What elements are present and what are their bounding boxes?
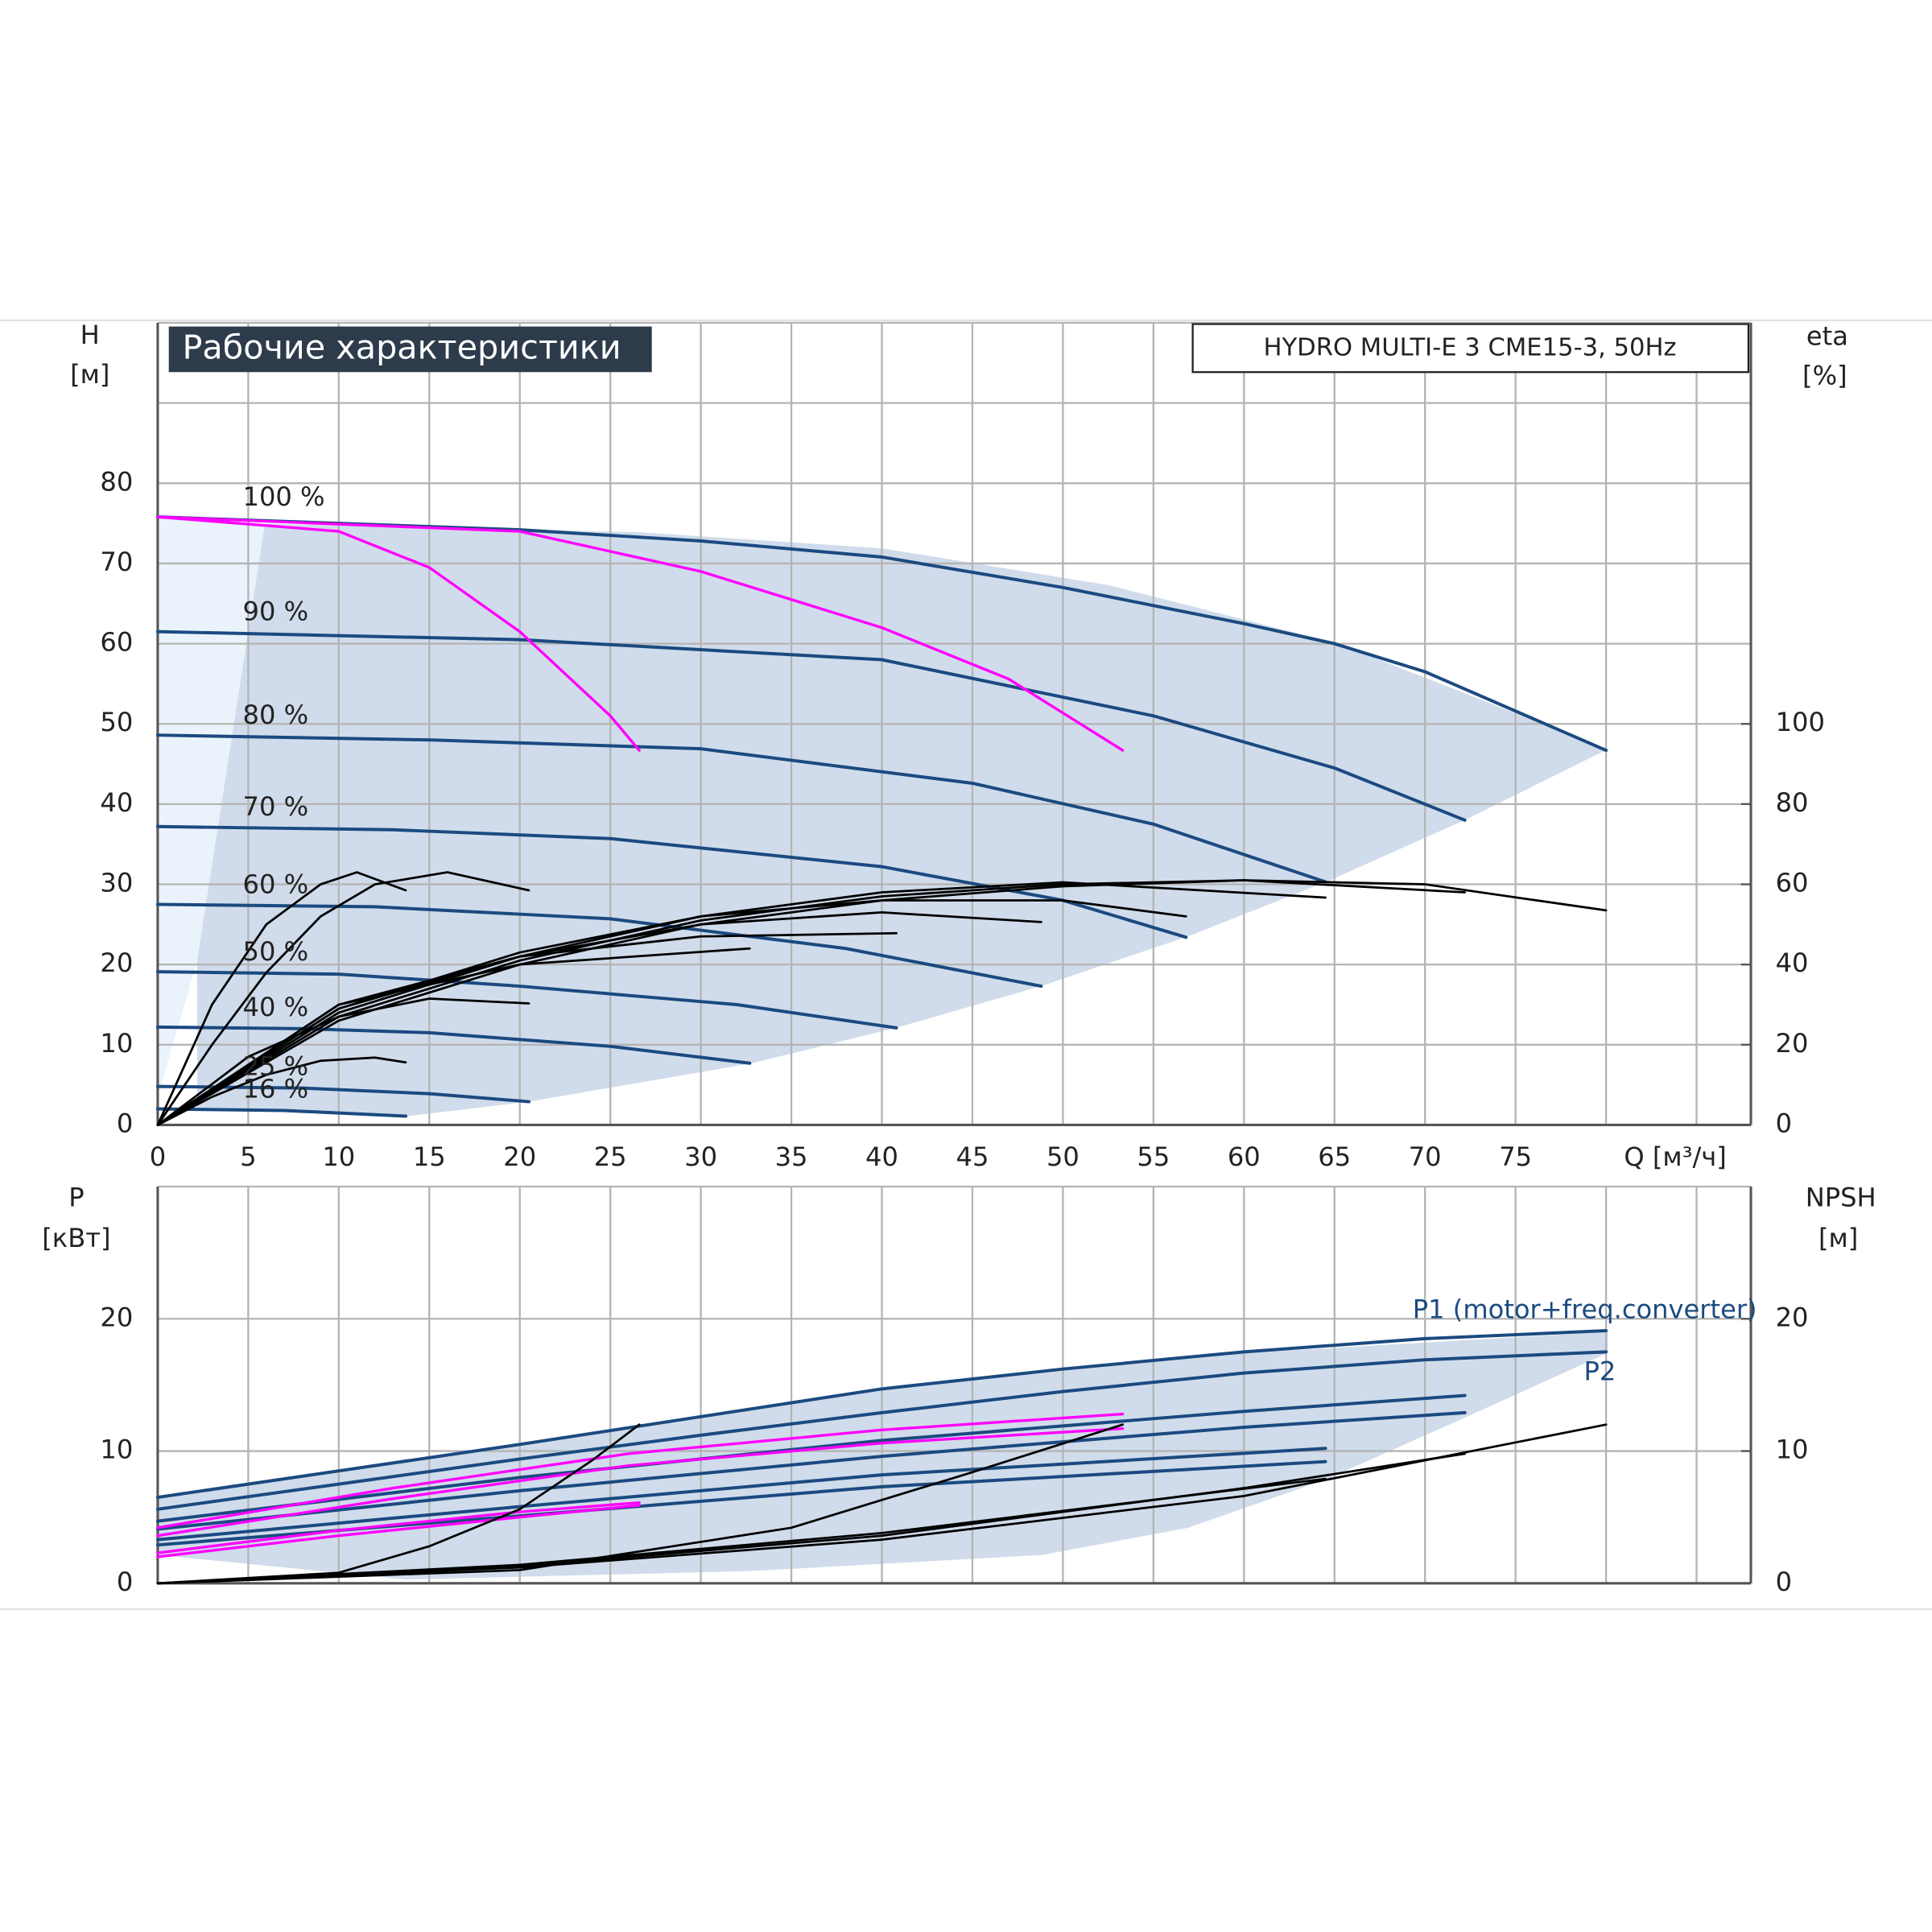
curve	[155, 1410, 1467, 1531]
light-area	[157, 517, 266, 1097]
curve	[156, 1426, 1125, 1538]
model-box	[1191, 323, 1750, 374]
curve	[156, 1423, 641, 1585]
x-tick-label: 60	[1228, 1141, 1261, 1172]
y-tick-label: 10	[100, 1028, 133, 1059]
series-label: P2	[1584, 1356, 1616, 1386]
series-label: 70 %	[243, 791, 309, 822]
y-axis-unit: [м]	[70, 359, 109, 390]
curve	[155, 1447, 1327, 1542]
operating-area	[196, 523, 1608, 1117]
y-tick-label: 80	[100, 466, 133, 497]
x-tick-label: 45	[956, 1141, 989, 1172]
curve	[155, 1329, 1608, 1500]
x-tick-label: 70	[1409, 1141, 1442, 1172]
series-label: P1 (motor+freq.converter)	[1413, 1294, 1757, 1325]
y2-tick-label: 20	[1776, 1302, 1809, 1332]
x-tick-label: 0	[150, 1141, 166, 1172]
x-tick-label: 10	[322, 1141, 355, 1172]
series-label: 40 %	[243, 992, 309, 1022]
curve	[155, 1393, 1467, 1523]
series-label: 16 %	[243, 1074, 309, 1104]
y-tick-label: 70	[100, 547, 133, 577]
curve	[155, 824, 1188, 939]
series-label: 25 %	[243, 1051, 309, 1082]
y2-tick-label: 0	[1776, 1108, 1792, 1138]
y2-tick-label: 60	[1776, 868, 1809, 898]
y2-tick-label: 0	[1776, 1567, 1792, 1597]
x-tick-label: 15	[413, 1141, 446, 1172]
y2-axis-label: NPSH	[1806, 1182, 1876, 1212]
curve	[156, 515, 641, 752]
x-tick-label: 35	[775, 1141, 808, 1172]
curve	[155, 902, 1043, 989]
y2-tick-label: 40	[1776, 947, 1809, 978]
y-tick-label: 10	[100, 1435, 133, 1465]
y2-axis-unit: [%]	[1802, 360, 1847, 390]
series-label: 60 %	[243, 869, 309, 899]
y-tick-label: 50	[100, 707, 133, 737]
y2-axis-unit: [м]	[1818, 1223, 1858, 1253]
curve	[156, 911, 1042, 1126]
y-tick-label: 0	[117, 1108, 133, 1138]
y-tick-label: 40	[100, 787, 133, 818]
x-tick-label: 25	[594, 1141, 627, 1172]
curve	[156, 1501, 641, 1554]
chart-title: Рабочие характеристики	[183, 328, 621, 367]
y-tick-label: 20	[100, 947, 133, 978]
grid-layer	[156, 321, 1752, 1585]
y-tick-label: 0	[117, 1567, 133, 1597]
x-tick-label: 20	[503, 1141, 536, 1172]
series-label: 80 %	[243, 700, 309, 730]
y-tick-label: 30	[100, 868, 133, 898]
curve	[155, 1084, 530, 1104]
curve	[155, 1107, 408, 1118]
series-label: 90 %	[243, 597, 309, 627]
curve	[156, 1504, 641, 1558]
y-axis-label: P	[68, 1182, 84, 1212]
curve	[156, 515, 1125, 752]
y2-axis-label: eta	[1806, 320, 1848, 351]
curve	[155, 1350, 1608, 1511]
x-tick-label: 30	[684, 1141, 717, 1172]
y-tick-label: 60	[100, 627, 133, 658]
curve-layer	[155, 515, 1608, 1585]
series-label: 100 %	[243, 481, 325, 512]
y-axis-unit: [кВт]	[42, 1223, 110, 1253]
x-tick-label: 65	[1318, 1141, 1351, 1172]
curve	[155, 1025, 752, 1065]
curve	[156, 947, 751, 1126]
y2-tick-label: 10	[1776, 1435, 1809, 1465]
x-tick-label: 75	[1499, 1141, 1532, 1172]
y2-tick-label: 100	[1776, 707, 1825, 737]
y-tick-label: 20	[100, 1302, 133, 1332]
title-box	[168, 326, 652, 373]
curve	[155, 970, 898, 1030]
curve	[156, 1477, 1327, 1585]
curve	[156, 871, 530, 1126]
curve	[156, 997, 530, 1126]
curve	[156, 1412, 1125, 1530]
y-axis-label: H	[80, 320, 100, 350]
curve	[156, 871, 407, 1126]
y2-tick-label: 20	[1776, 1028, 1809, 1059]
curve	[156, 1423, 1124, 1585]
x-axis-label: Q [м³/ч]	[1624, 1141, 1726, 1172]
curve	[155, 733, 1327, 884]
curve	[156, 1056, 407, 1126]
x-tick-label: 55	[1137, 1141, 1170, 1172]
x-tick-label: 50	[1046, 1141, 1080, 1172]
curve	[155, 630, 1467, 822]
series-label: 50 %	[243, 936, 309, 967]
model-label: HYDRO MULTI-E 3 CME15-3, 50Hz	[1263, 334, 1676, 362]
y2-tick-label: 80	[1776, 787, 1809, 818]
x-tick-label: 40	[865, 1141, 898, 1172]
x-tick-label: 5	[240, 1141, 256, 1172]
